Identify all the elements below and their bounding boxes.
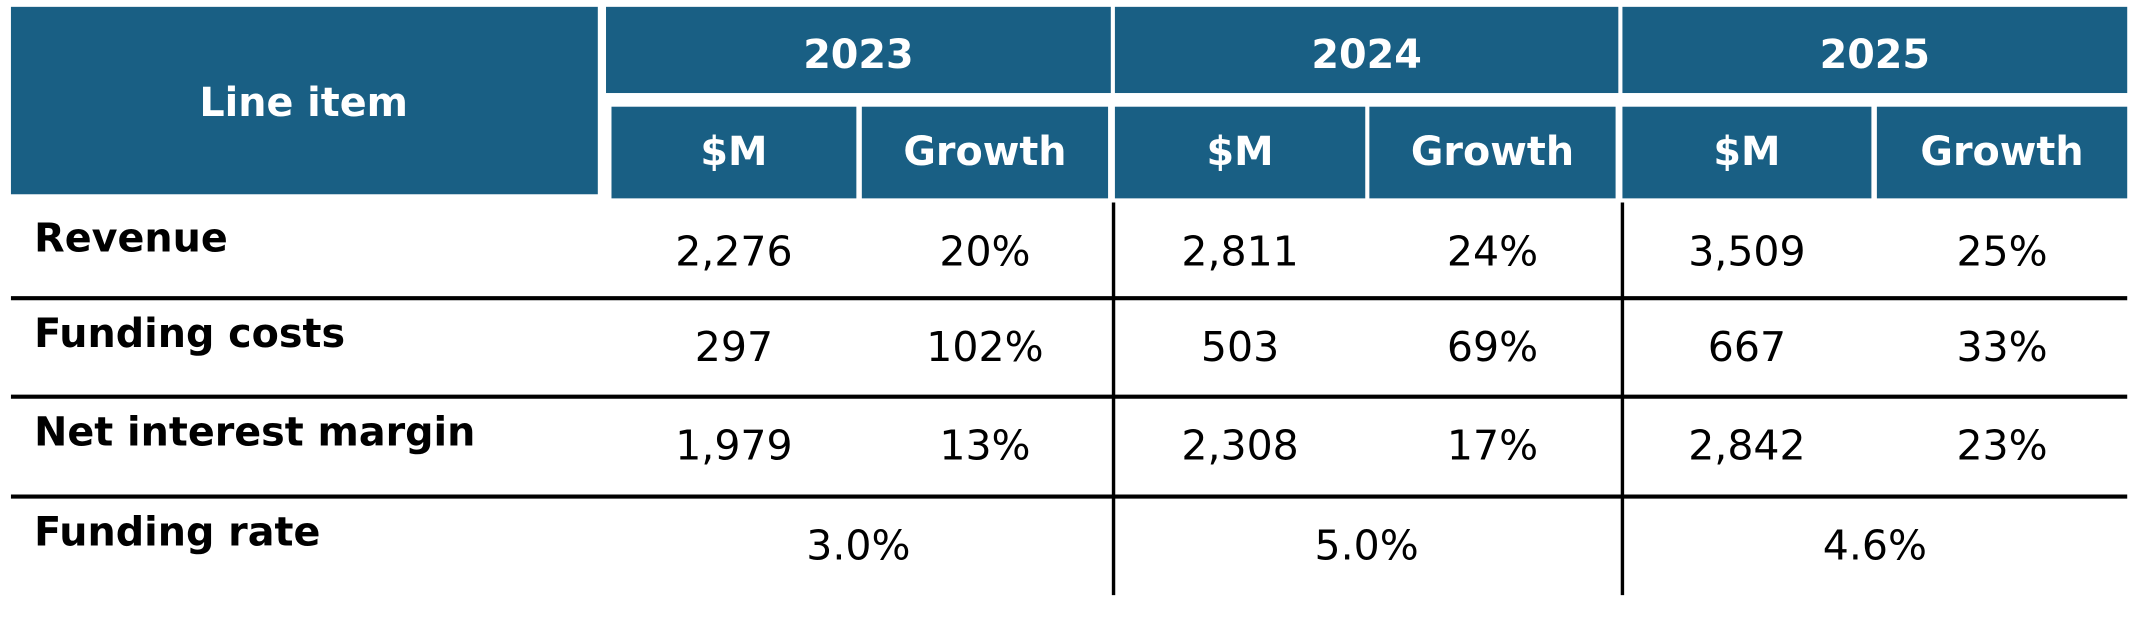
cell-value: 13%: [939, 422, 1030, 470]
cell-value: 20%: [939, 227, 1030, 275]
cell-value: 4.6%: [1823, 522, 1927, 570]
row-label: Funding costs: [34, 311, 345, 357]
cell-value: 33%: [1956, 323, 2047, 371]
cell-value: 102%: [926, 323, 1043, 371]
cell-value: 2,811: [1181, 227, 1298, 275]
cell-value: 23%: [1956, 422, 2047, 470]
cell-value: 25%: [1956, 227, 2047, 275]
cell-value: 3.0%: [806, 522, 910, 570]
year-header-cell: [1114, 6, 1619, 94]
cell-value: 3,509: [1688, 227, 1805, 275]
year-header: 2025: [1820, 32, 1930, 78]
cell-value: 503: [1201, 323, 1279, 371]
year-header: 2024: [1311, 32, 1421, 78]
cell-value: 69%: [1447, 323, 1538, 371]
year-header-cell: [1622, 6, 2128, 94]
header-line-item: Line item: [199, 80, 408, 126]
row-label: Net interest margin: [34, 410, 475, 456]
sub-header-cell: [611, 106, 857, 199]
year-header-cell: [606, 6, 1111, 94]
sub-header: $M: [700, 129, 767, 175]
row-label: Funding rate: [34, 509, 320, 555]
cell-value: 297: [695, 323, 773, 371]
cell-value: 5.0%: [1315, 522, 1419, 570]
cell-value: 2,842: [1688, 422, 1805, 470]
sub-header-cell: [1114, 106, 1366, 199]
cell-value: 17%: [1447, 422, 1538, 470]
sub-header: $M: [1713, 129, 1780, 175]
sub-header: $M: [1207, 129, 1274, 175]
row-label: Revenue: [34, 215, 228, 261]
cell-value: 667: [1708, 323, 1786, 371]
year-header: 2023: [803, 32, 913, 78]
sub-header-cell: [1369, 106, 1616, 199]
cell-value: 2,308: [1181, 422, 1298, 470]
header-cell: [10, 6, 598, 195]
cell-value: 1,979: [675, 422, 792, 470]
sub-header-cell: [861, 106, 1109, 199]
sub-header-cell: [1622, 106, 1872, 199]
cell-value: 24%: [1447, 227, 1538, 275]
cell-value: 2,276: [675, 227, 792, 275]
sub-header-cell: [1876, 106, 2128, 199]
sub-header: Growth: [1920, 129, 2083, 175]
sub-header: Growth: [903, 129, 1066, 175]
sub-header: Growth: [1411, 129, 1574, 175]
